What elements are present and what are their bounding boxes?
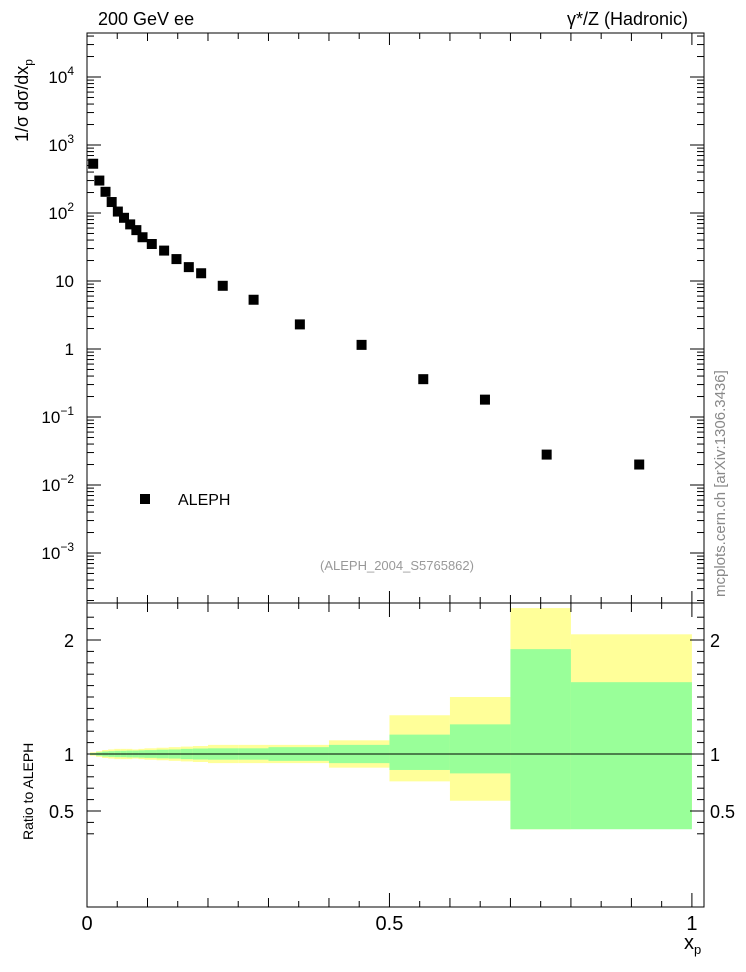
side-label: mcplots.cern.ch [arXiv:1306.3436] (712, 370, 729, 597)
data-point (88, 158, 99, 169)
x-tick-label: 0 (81, 913, 92, 935)
legend-label: ALEPH (178, 492, 230, 509)
main-data-points (88, 158, 645, 470)
ratio-panel: 0.5 0.5 1 1 2 2 0 0.5 1 (49, 602, 735, 935)
data-point (217, 280, 228, 291)
data-point (159, 245, 170, 256)
data-point (146, 239, 157, 250)
legend: ALEPH (140, 492, 230, 509)
uncertainty-band (510, 649, 571, 830)
main-panel: 10−3 10−2 10−1 1 10 102 103 104 ALEPH (ALEPH_20… (41, 32, 705, 604)
uncertainty-band (449, 724, 511, 774)
data-point (100, 186, 111, 197)
ratio-y-tick-label-right: 2 (710, 631, 720, 651)
main-axis-ticks: 10−3 10−2 10−1 1 10 102 103 104 (41, 33, 704, 603)
ratio-y-tick-label: 1 (64, 745, 74, 765)
x-tick-label: 0.5 (376, 913, 404, 935)
data-point (171, 254, 182, 265)
ratio-y-tick-label-right: 1 (710, 745, 720, 765)
x-axis-label: xp (684, 932, 702, 957)
y-tick-label: 104 (48, 64, 74, 87)
main-plot-frame (86, 32, 705, 604)
y-tick-label: 10−2 (41, 472, 74, 495)
ratio-y-tick-label-right: 0.5 (710, 802, 735, 822)
data-point (196, 268, 207, 279)
data-point (125, 219, 136, 230)
data-point (418, 374, 429, 385)
y-tick-label: 102 (48, 200, 74, 223)
header-right: γ*/Z (Hadronic) (567, 9, 688, 29)
data-point (356, 339, 367, 350)
y-axis-label-ratio: Ratio to ALEPH (20, 742, 36, 840)
header-left: 200 GeV ee (98, 9, 194, 29)
data-point (94, 175, 105, 186)
data-point (541, 449, 552, 460)
data-point (634, 459, 645, 470)
data-point (112, 206, 123, 217)
x-tick-label: 1 (686, 913, 697, 935)
ratio-y-tick-label: 0.5 (49, 802, 74, 822)
data-point (183, 262, 194, 273)
data-point (248, 294, 259, 305)
data-point (106, 197, 117, 208)
y-tick-label: 1 (65, 340, 74, 359)
ratio-plot-frame (86, 602, 705, 908)
y-tick-label: 10−3 (41, 540, 74, 563)
uncertainty-band (570, 682, 692, 830)
data-point (294, 319, 305, 330)
ratio-y-tick-label: 2 (64, 631, 74, 651)
legend-marker (140, 494, 150, 504)
data-point (131, 225, 142, 236)
analysis-id: (ALEPH_2004_S5765862) (320, 558, 474, 573)
y-tick-label: 10−1 (41, 404, 74, 427)
y-tick-label: 10 (55, 272, 74, 291)
uncertainty-band (389, 734, 450, 770)
ratio-bands (90, 608, 692, 830)
data-point (119, 212, 130, 223)
data-point (479, 394, 490, 405)
data-point (137, 232, 148, 243)
y-tick-label: 103 (48, 132, 74, 155)
y-axis-label-main: 1/σ dσ/dxp (12, 59, 36, 142)
